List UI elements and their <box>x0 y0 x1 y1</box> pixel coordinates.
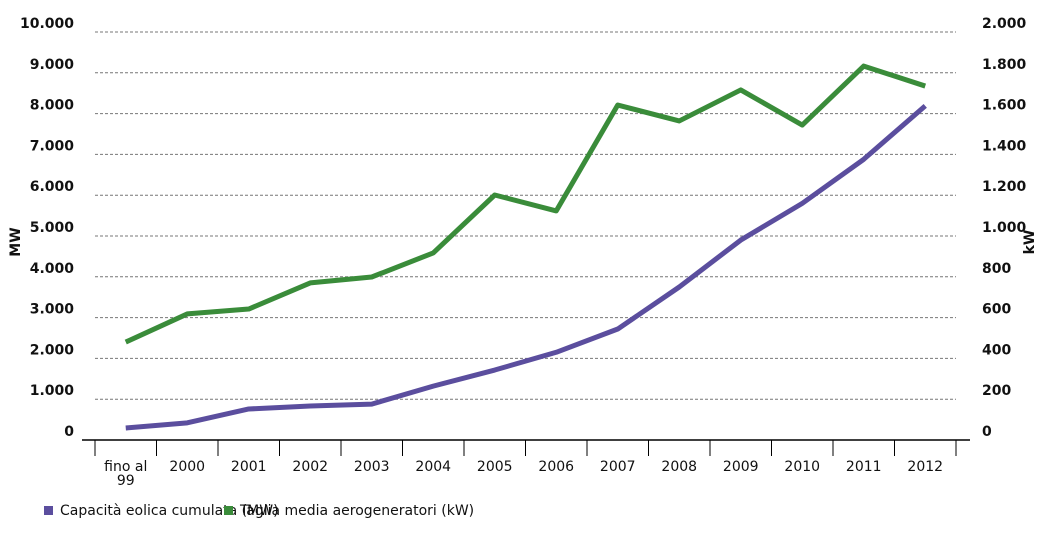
y-tick-label: 5.000 <box>30 220 75 236</box>
y-tick-label: 4.000 <box>30 261 75 277</box>
x-tick-label: 2001 <box>230 459 267 475</box>
y-axis-label: MW <box>8 227 24 256</box>
x-tick-label: 2005 <box>476 459 513 475</box>
y2-tick-label: 1.000 <box>982 220 1027 236</box>
y-tick-label: 3.000 <box>30 302 75 318</box>
legend-swatch <box>44 506 53 515</box>
y2-tick-label: 1.800 <box>982 57 1027 73</box>
x-tick-label: 2000 <box>169 459 206 475</box>
y-tick-label: 1.000 <box>30 383 75 399</box>
y2-tick-label: 600 <box>982 302 1011 318</box>
y2-tick-label: 800 <box>982 261 1011 277</box>
series-line <box>125 103 927 431</box>
y2-tick-label: 200 <box>982 383 1011 399</box>
y2-tick-label: 2.000 <box>982 16 1027 32</box>
x-tick-label: 2002 <box>292 459 329 475</box>
x-tick-label: 2009 <box>722 459 759 475</box>
x-tick-label: 2012 <box>907 459 944 475</box>
y2-tick-label: 400 <box>982 342 1011 358</box>
x-tick-label: 2006 <box>538 459 575 475</box>
y2-tick-label: 0 <box>982 424 992 440</box>
series-line <box>124 63 927 345</box>
y2-tick-label: 1.400 <box>982 138 1027 154</box>
y-tick-label: 2.000 <box>30 342 75 358</box>
legend-label: Capacità eolica cumulata (MW) <box>60 503 279 519</box>
x-tick-label: 2008 <box>661 459 698 475</box>
y-tick-label: 6.000 <box>30 179 75 195</box>
x-tick-label: 2004 <box>415 459 452 475</box>
y2-axis-label: kW <box>1022 230 1038 255</box>
x-tick-label: 2003 <box>353 459 390 475</box>
y-tick-label: 9.000 <box>30 57 75 73</box>
x-tick-label: 2011 <box>845 459 882 475</box>
y-tick-label: 8.000 <box>30 98 75 114</box>
y-tick-label: 0 <box>64 424 74 440</box>
y-tick-label: 7.000 <box>30 138 75 154</box>
x-tick-label: 2010 <box>784 459 821 475</box>
y2-tick-label: 1.600 <box>982 98 1027 114</box>
y2-tick-label: 1.200 <box>982 179 1027 195</box>
legend-swatch <box>224 506 233 515</box>
y-tick-label: 10.000 <box>20 16 74 32</box>
x-tick-label: 2007 <box>599 459 636 475</box>
x-tick-label: fino al 99 <box>104 459 148 489</box>
legend-label: Taglia media aerogeneratori (kW) <box>239 503 474 519</box>
